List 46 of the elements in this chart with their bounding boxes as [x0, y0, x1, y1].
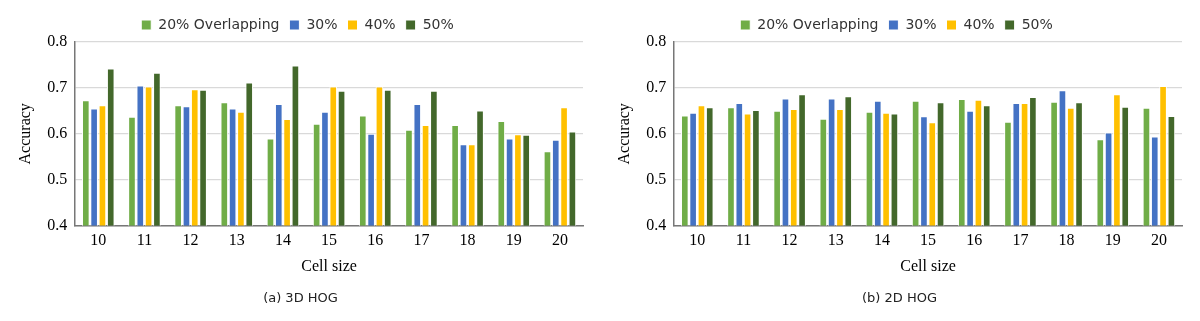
y-tick-label: 0.6: [47, 124, 68, 141]
y-tick-label: 0.8: [47, 32, 68, 50]
y-tick-label: 0.5: [646, 169, 667, 187]
legend-label: 30%: [306, 15, 338, 32]
x-tick-label: 14: [873, 231, 890, 249]
x-tick-label: 13: [228, 231, 245, 249]
x-tick-label: 18: [459, 231, 476, 249]
legend-label: 20% Overlapping: [757, 15, 879, 32]
x-tick-label: 16: [966, 231, 983, 249]
legend-label: 30%: [905, 15, 937, 32]
x-tick-label: 19: [505, 231, 522, 249]
x-tick-label: 16: [367, 231, 384, 249]
legend-label: 20% Overlapping: [158, 15, 280, 32]
legend-label: 50%: [422, 15, 454, 32]
y-axis-title: Accuracy: [15, 103, 34, 165]
y-tick-label: 0.7: [646, 78, 667, 96]
x-tick-label: 10: [689, 231, 706, 249]
x-tick-label: 19: [1104, 231, 1121, 249]
y-tick-label: 0.4: [47, 215, 68, 233]
x-tick-label: 14: [274, 231, 291, 249]
x-tick-label: 12: [182, 231, 199, 249]
y-tick-label: 0.7: [47, 78, 68, 96]
y-tick-label: 0.4: [646, 215, 667, 233]
x-tick-label: 15: [321, 231, 338, 249]
legend-label: 40%: [364, 15, 396, 32]
y-axis-title: Accuracy: [614, 103, 633, 165]
y-tick-label: 0.6: [646, 124, 667, 141]
x-tick-label: 15: [920, 231, 937, 249]
x-axis-title: Cell size: [900, 256, 956, 274]
x-tick-label: 11: [735, 231, 752, 249]
x-tick-label: 18: [1058, 231, 1075, 249]
x-tick-label: 12: [781, 231, 798, 249]
x-tick-label: 11: [136, 231, 153, 249]
legend-label: 40%: [963, 15, 995, 32]
x-axis-title: Cell size: [301, 256, 357, 274]
x-tick-label: 13: [827, 231, 844, 249]
x-tick-label: 17: [413, 231, 430, 249]
x-tick-label: 10: [90, 231, 107, 249]
y-tick-label: 0.8: [646, 32, 667, 50]
y-tick-label: 0.5: [47, 169, 68, 187]
x-tick-label: 20: [551, 231, 568, 249]
text: (a) 3D HOG: [262, 290, 339, 305]
legend-label: 50%: [1021, 15, 1053, 32]
x-tick-label: 20: [1150, 231, 1167, 249]
x-tick-label: 17: [1012, 231, 1029, 249]
text: (b) 2D HOG: [861, 290, 938, 305]
